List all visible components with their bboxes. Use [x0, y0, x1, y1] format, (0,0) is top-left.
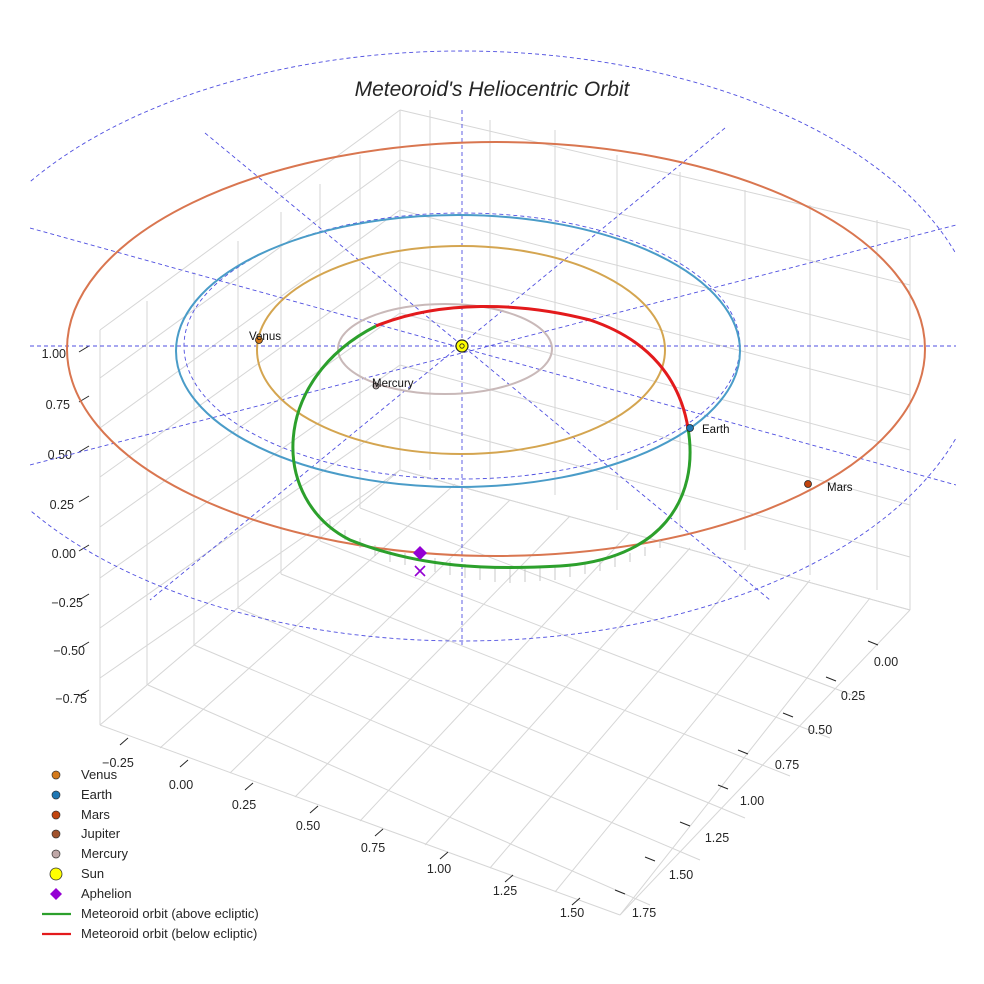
x-tick-label: 0.00	[169, 778, 193, 792]
sun	[455, 339, 469, 353]
planet-venus-marker	[255, 336, 263, 344]
ecliptic-reference-grid	[30, 50, 956, 645]
z-tick-label: 0.75	[46, 398, 70, 412]
z-tick-label: 0.00	[52, 547, 76, 561]
planet-mercury-marker	[372, 382, 380, 390]
planet-earth-label: Earth	[702, 424, 730, 436]
planet-mars-marker	[804, 480, 812, 488]
legend-item-earth: Earth	[51, 787, 112, 802]
legend-item-meteoroid-below: Meteoroid orbit (below ecliptic)	[42, 926, 257, 941]
meteoroid-orbit	[291, 304, 692, 570]
planet-mercury-label: Mercury	[372, 378, 414, 390]
legend-label: Aphelion	[81, 886, 132, 901]
y-tick-label: 0.00	[874, 655, 898, 669]
x-tick-label: 0.50	[296, 819, 320, 833]
legend-marker	[51, 849, 61, 859]
z-tick-label: −0.50	[53, 644, 85, 658]
axis-ticks	[78, 345, 879, 906]
z-tick-label: 1.00	[42, 347, 66, 361]
legend-item-sun: Sun	[49, 866, 104, 881]
legend-item-mars: Mars	[51, 807, 110, 822]
legend-item-mercury: Mercury	[51, 846, 128, 861]
y-tick-label: 1.75	[632, 906, 656, 920]
x-tick-label: 0.75	[361, 841, 385, 855]
legend: Venus Earth Mars Jupiter Mercury Sun Aph…	[42, 767, 259, 941]
legend-marker	[51, 810, 61, 820]
x-tick-labels: −0.25 0.00 0.25 0.50 0.75 1.00 1.25 1.50	[102, 756, 584, 920]
legend-marker	[51, 790, 61, 800]
x-tick-label: 0.25	[232, 798, 256, 812]
z-tick-label: 0.25	[50, 498, 74, 512]
legend-label: Sun	[81, 866, 104, 881]
planet-earth-marker	[686, 424, 694, 432]
earth-orbit	[175, 214, 741, 488]
legend-label: Mars	[81, 807, 110, 822]
y-tick-label: 0.75	[775, 758, 799, 772]
legend-label: Earth	[81, 787, 112, 802]
legend-label: Jupiter	[81, 826, 121, 841]
mercury-orbit	[337, 303, 553, 395]
y-tick-label: 0.50	[808, 723, 832, 737]
legend-item-meteoroid-above: Meteoroid orbit (above ecliptic)	[42, 906, 259, 921]
x-tick-label: 1.00	[427, 862, 451, 876]
grid	[99, 109, 911, 916]
legend-marker	[50, 888, 62, 900]
legend-item-venus: Venus	[51, 767, 118, 782]
legend-label: Venus	[81, 767, 118, 782]
meteoroid-orbit-below	[375, 304, 690, 429]
meteoroid-orbit-above	[291, 324, 692, 570]
y-tick-label: 0.25	[841, 689, 865, 703]
y-tick-label: 1.00	[740, 794, 764, 808]
legend-item-aphelion: Aphelion	[50, 886, 132, 901]
mars-orbit	[66, 141, 926, 557]
planet-mars-label: Mars	[827, 482, 853, 494]
planet-venus-label: Venus	[249, 331, 281, 343]
planets: Venus Earth Mars Mercury	[249, 331, 853, 494]
aphelion	[413, 546, 427, 577]
legend-marker	[51, 829, 61, 839]
chart-title: Meteoroid's Heliocentric Orbit	[355, 78, 631, 101]
legend-item-jupiter: Jupiter	[51, 826, 121, 841]
z-tick-label: −0.25	[51, 596, 83, 610]
legend-marker	[51, 770, 61, 780]
planet-orbits	[66, 141, 926, 557]
sun-marker	[455, 339, 469, 353]
z-tick-labels: 1.00 0.75 0.50 0.25 0.00 −0.25 −0.50 −0.…	[42, 347, 87, 706]
x-tick-label: 1.50	[560, 906, 584, 920]
legend-marker	[49, 867, 63, 881]
y-tick-label: 1.25	[705, 831, 729, 845]
x-tick-label: 1.25	[493, 884, 517, 898]
legend-label: Meteoroid orbit (above ecliptic)	[81, 906, 259, 921]
legend-label: Mercury	[81, 846, 128, 861]
aphelion-projection-x	[414, 565, 426, 577]
aphelion-marker	[413, 546, 427, 560]
venus-orbit	[256, 245, 666, 455]
y-tick-label: 1.50	[669, 868, 693, 882]
y-tick-labels: 0.00 0.25 0.50 0.75 1.00 1.25 1.50 1.75	[632, 655, 898, 920]
z-tick-label: −0.75	[55, 692, 87, 706]
legend-label: Meteoroid orbit (below ecliptic)	[81, 926, 257, 941]
x-tick-label: −0.25	[102, 756, 134, 770]
